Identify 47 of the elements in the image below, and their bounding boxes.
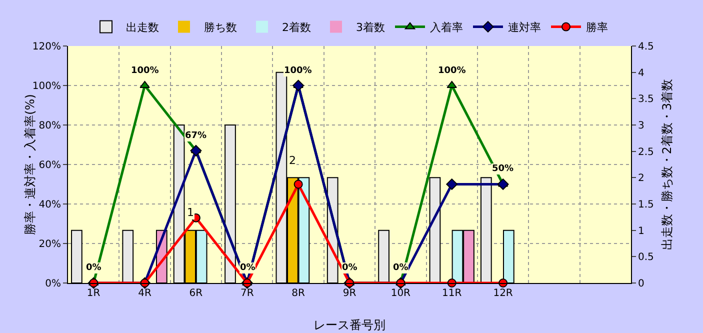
x-tick-label: 12R <box>493 288 513 299</box>
y-tick-label: 80% <box>38 120 61 132</box>
y2-tick-label: 0 <box>638 278 644 290</box>
y2-tick-label: 1 <box>638 226 644 237</box>
y2-axis-title: 出走数・勝ち数・2着数・3着数 <box>660 78 674 250</box>
y2-tick-label: 2.5 <box>638 146 654 158</box>
y-tick-label: 60% <box>38 160 61 171</box>
x-tick-label: 9R <box>342 288 356 299</box>
legend-label: 勝ち数 <box>204 21 237 34</box>
x-tick-label: 4R <box>138 288 152 299</box>
y2-tick-label: 0.5 <box>638 252 654 264</box>
y2-tick-label: 1.5 <box>638 200 654 210</box>
x-tick-label: 10R <box>390 288 411 299</box>
data-label: 2 <box>289 154 296 167</box>
legend-label: 2着数 <box>282 21 311 34</box>
data-label: 1 <box>187 206 194 219</box>
x-tick-label: 6R <box>189 288 203 299</box>
y-tick-label: 0% <box>45 278 61 290</box>
y-axis-title: 勝率・連対率・入着率(%) <box>22 94 37 235</box>
x-tick-label: 11R <box>442 288 462 299</box>
legend-label: 入着率 <box>430 21 463 34</box>
y-tick-label: 40% <box>38 200 61 210</box>
y2-tick-label: 3 <box>638 120 644 132</box>
data-label: 100% <box>438 66 466 76</box>
data-label: 0% <box>86 263 102 273</box>
x-axis-title: レース番号別 <box>314 318 386 332</box>
data-label: 0% <box>342 263 358 273</box>
data-label: 100% <box>284 66 312 76</box>
data-label: 0% <box>393 263 408 273</box>
y2-tick-label: 4 <box>638 68 644 79</box>
data-label: 100% <box>131 66 159 76</box>
x-tick-label: 7R <box>240 288 254 299</box>
data-label: 0% <box>240 263 256 273</box>
y2-tick-label: 2 <box>638 173 644 184</box>
legend-label: 勝率 <box>586 21 608 34</box>
data-label: 67% <box>185 131 207 141</box>
y-tick-label: 20% <box>38 239 61 250</box>
legend-label: 3着数 <box>356 21 385 34</box>
y2-tick-label: 4.5 <box>638 42 654 52</box>
x-tick-label: 1R <box>86 288 100 299</box>
legend-label: 連対率 <box>508 21 541 34</box>
legend-label: 出走数 <box>126 21 159 34</box>
y-tick-label: 100% <box>32 81 61 92</box>
data-label: 50% <box>492 164 514 174</box>
y2-tick-label: 3.5 <box>638 94 654 106</box>
x-tick-label: 8R <box>292 288 306 299</box>
y-tick-label: 120% <box>32 42 61 52</box>
